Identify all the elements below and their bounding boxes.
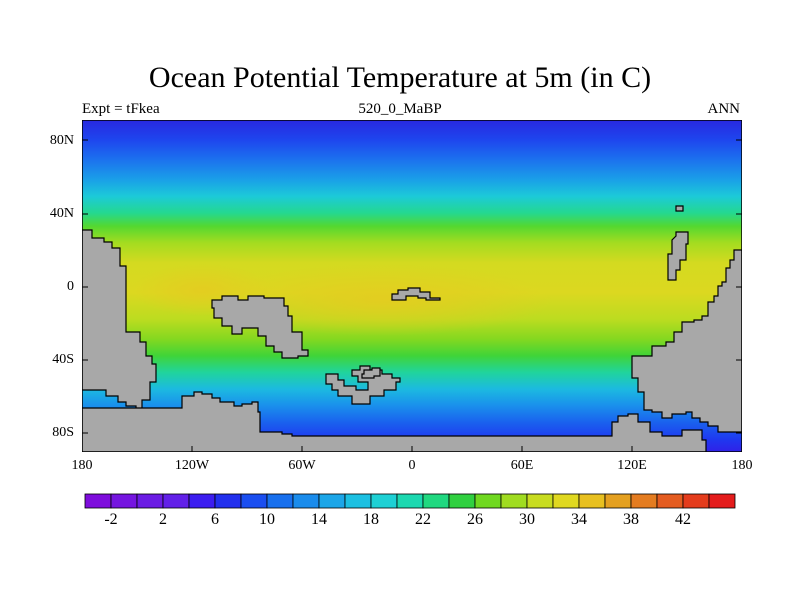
lon-label-120e: 120E xyxy=(617,458,647,473)
colorbar-swatch xyxy=(552,493,580,509)
colorbar xyxy=(84,493,736,509)
colorbar-swatch xyxy=(396,493,424,509)
colorbar-swatch xyxy=(136,493,164,509)
land-east-continent xyxy=(631,249,742,433)
colorbar-label: -2 xyxy=(104,511,118,528)
colorbar-swatch xyxy=(500,493,528,509)
lat-label-equator: 0 xyxy=(67,279,74,294)
land-central-island xyxy=(211,295,309,359)
colorbar-swatch xyxy=(344,493,372,509)
colorbar-label: 6 xyxy=(211,511,219,528)
colorbar-swatch xyxy=(318,493,346,509)
colorbar-swatch xyxy=(214,493,242,509)
colorbar-label: 34 xyxy=(571,511,587,528)
colorbar-swatch xyxy=(474,493,502,509)
lat-label-80s: 80S xyxy=(52,425,74,440)
colorbar-label: 38 xyxy=(623,511,639,528)
lon-label-180w: 180 xyxy=(71,458,93,473)
colorbar-swatch xyxy=(682,493,710,509)
land-southern-island-b xyxy=(361,367,381,379)
colorbar-swatch xyxy=(656,493,684,509)
tick-marks xyxy=(82,139,742,452)
land-masses xyxy=(82,205,742,452)
colorbar-label: 2 xyxy=(159,511,167,528)
experiment-label: Expt = tFkea xyxy=(82,101,160,117)
lat-label-40n: 40N xyxy=(49,206,74,221)
colorbar-label: 42 xyxy=(675,511,691,528)
lat-label-40s: 40S xyxy=(52,352,74,367)
colorbar-label: 30 xyxy=(519,511,535,528)
land-tiny-islet xyxy=(675,205,684,212)
colorbar-label: 10 xyxy=(259,511,275,528)
lon-label-60w: 60W xyxy=(288,458,316,473)
lon-label-180e: 180 xyxy=(731,458,753,473)
colorbar-swatch xyxy=(292,493,320,509)
colorbar-label: 22 xyxy=(415,511,431,528)
colorbar-swatch xyxy=(240,493,268,509)
colorbar-swatch xyxy=(188,493,216,509)
land-eastern-sliver xyxy=(667,231,689,281)
colorbar-swatch xyxy=(266,493,294,509)
lat-label-80n: 80N xyxy=(49,133,74,148)
lon-label-120w: 120W xyxy=(174,458,210,473)
colorbar-swatch xyxy=(84,493,112,509)
map-title: Ocean Potential Temperature at 5m (in C) xyxy=(148,61,652,94)
colorbar-swatch xyxy=(162,493,190,509)
colorbar-swatch xyxy=(110,493,138,509)
colorbar-label: 26 xyxy=(467,511,483,528)
lon-label-0: 0 xyxy=(408,458,416,473)
warm-pool-region xyxy=(212,264,552,336)
lon-label-60e: 60E xyxy=(510,458,534,473)
colorbar-swatch xyxy=(448,493,476,509)
land-west-antarctica xyxy=(82,391,707,452)
colorbar-swatch xyxy=(370,493,398,509)
colorbar-swatch xyxy=(578,493,606,509)
land-equatorial-island xyxy=(391,287,441,301)
colorbar-swatch xyxy=(604,493,632,509)
season-label: ANN xyxy=(707,101,741,117)
colorbar-swatch xyxy=(422,493,450,509)
land-america xyxy=(82,229,157,411)
colorbar-swatch xyxy=(526,493,554,509)
colorbar-swatch xyxy=(630,493,658,509)
colorbar-label: 14 xyxy=(311,511,327,528)
land-southern-island-a xyxy=(325,365,401,405)
temperature-map xyxy=(82,120,742,452)
colorbar-swatch xyxy=(708,493,736,509)
colorbar-label: 18 xyxy=(363,511,379,528)
period-label: 520_0_MaBP xyxy=(358,101,442,117)
